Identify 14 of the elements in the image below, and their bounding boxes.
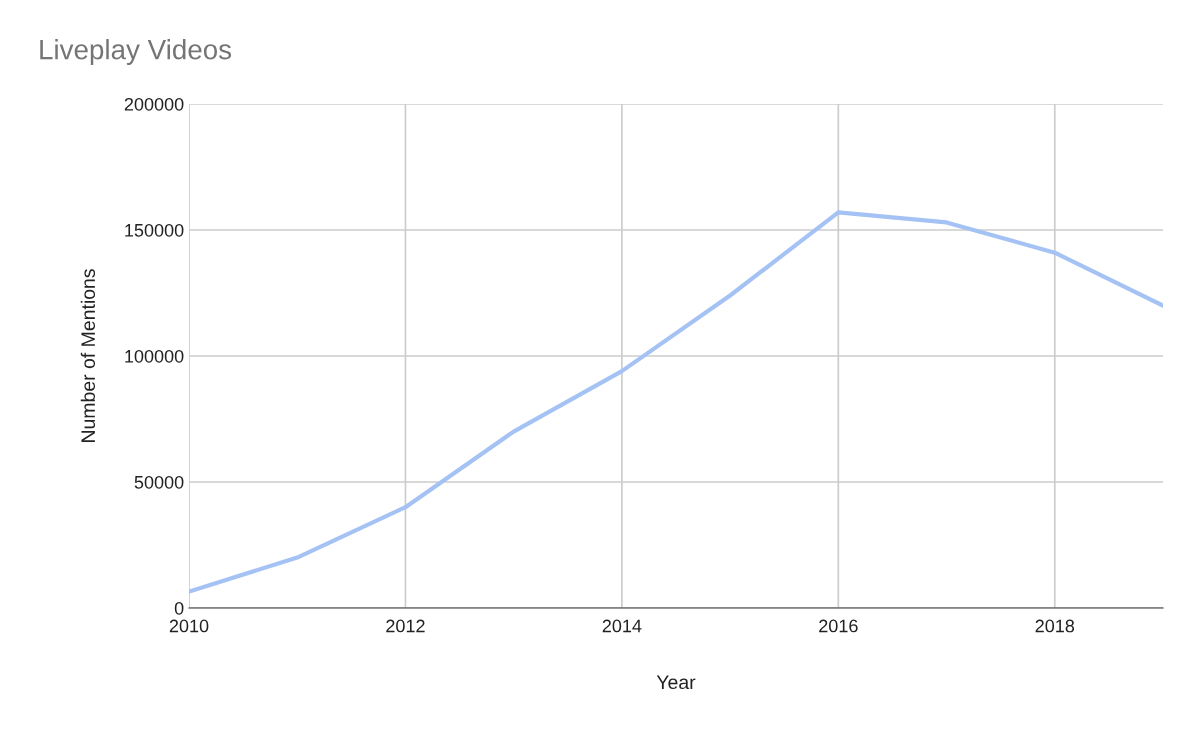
y-tick-label: 0 <box>174 601 184 615</box>
x-tick-label: 2012 <box>386 619 425 633</box>
y-tick-label: 200000 <box>124 97 184 111</box>
y-axis-title: Number of Mentions <box>80 269 96 442</box>
y-tick-label: 100000 <box>125 349 184 363</box>
x-axis-title: Year <box>656 675 696 690</box>
y-tick-label: 50000 <box>134 475 184 489</box>
x-tick-label: 2018 <box>1035 619 1075 633</box>
line-series <box>189 210 1163 594</box>
x-tick-label: 2010 <box>169 619 209 633</box>
chart-title: Liveplay Videos <box>40 39 232 65</box>
x-tick-label: 2016 <box>819 619 858 633</box>
x-tick-label: 2014 <box>602 619 642 633</box>
y-tick-label: 150000 <box>125 223 184 237</box>
